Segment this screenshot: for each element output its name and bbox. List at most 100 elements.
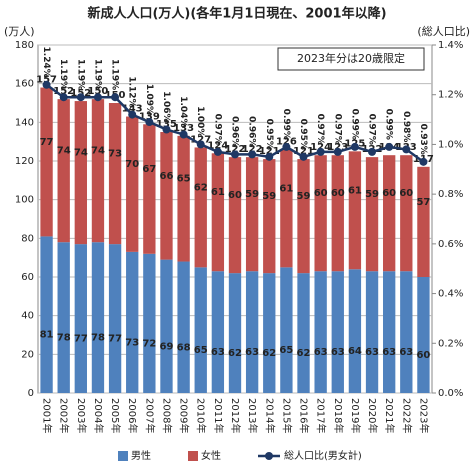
y-tick-label: 160 — [15, 79, 34, 90]
x-tick-label: 2022年 — [400, 398, 413, 433]
value-label: 81 — [40, 330, 54, 341]
bar-segment — [297, 273, 310, 393]
bar-segment — [228, 157, 242, 274]
y2-tick-label: 0.2% — [438, 338, 463, 349]
ratio-label: 0.99% — [349, 109, 359, 140]
value-label: 63 — [314, 347, 328, 358]
legend-label: 男性 — [131, 449, 151, 462]
ratio-point — [248, 150, 257, 159]
total-label: 150 — [88, 86, 109, 97]
ratio-point — [162, 125, 171, 134]
total-label: 123 — [327, 142, 348, 153]
value-label: 77 — [108, 334, 122, 345]
value-label: 62 — [228, 348, 242, 359]
value-label: 60 — [314, 188, 328, 199]
y-axis-title: (万人) — [4, 25, 35, 38]
ratio-label: 0.93% — [418, 124, 428, 155]
bar-segment — [194, 267, 207, 393]
ratio-point — [179, 130, 188, 139]
ratio-label: 1.06% — [161, 91, 171, 122]
value-label: 65 — [194, 345, 208, 356]
x-tick-label: 2013年 — [246, 398, 259, 433]
value-label: 59 — [262, 191, 276, 202]
value-label: 78 — [91, 333, 105, 344]
total-label: 126 — [276, 136, 297, 147]
total-label: 121 — [259, 146, 280, 157]
value-label: 60 — [382, 188, 396, 199]
annotation: 2023年分は20歳限定 — [297, 51, 405, 65]
x-tick-label: 2005年 — [109, 398, 122, 433]
ratio-label: 0.97% — [332, 114, 342, 145]
ratio-label: 1.19% — [75, 59, 85, 90]
ratio-point — [42, 80, 51, 89]
total-label: 127 — [190, 134, 211, 145]
total-label: 143 — [122, 104, 143, 115]
ratio-label: 0.98% — [401, 111, 411, 142]
x-tick-label: 2001年 — [41, 398, 54, 433]
value-label: 73 — [108, 149, 122, 160]
y2-tick-label: 1.0% — [438, 139, 463, 150]
bar-segment — [348, 269, 362, 393]
ratio-point — [350, 142, 359, 151]
x-tick-label: 2003年 — [75, 398, 88, 433]
bar-segment — [108, 103, 122, 245]
legend-swatch — [118, 451, 128, 461]
ratio-label: 0.96% — [230, 116, 240, 147]
bar-segment — [348, 151, 362, 270]
annotation-box — [277, 47, 425, 71]
x-tick-label: 2023年 — [417, 398, 430, 433]
x-tick-label: 2011年 — [212, 398, 225, 433]
bar-segment — [228, 273, 242, 393]
value-label: 60 — [399, 188, 413, 199]
x-tick-label: 2018年 — [332, 398, 345, 433]
ratio-point — [333, 147, 342, 156]
ratio-point — [145, 118, 154, 127]
value-label: 65 — [279, 345, 293, 356]
bar-segment — [143, 253, 156, 393]
value-label: 57 — [416, 197, 430, 208]
ratio-point — [93, 93, 102, 102]
value-label: 63 — [399, 347, 413, 358]
bar-segment — [383, 155, 396, 272]
value-label: 60 — [331, 188, 345, 199]
bar-segment — [143, 124, 156, 254]
bar-segment — [383, 271, 396, 393]
x-tick-label: 2020年 — [366, 398, 379, 433]
bar-segment — [40, 87, 53, 237]
value-label: 63 — [382, 347, 396, 358]
y-tick-label: 40 — [21, 311, 34, 322]
total-label: 152 — [53, 86, 74, 97]
value-label: 66 — [160, 171, 174, 182]
value-label: 77 — [40, 137, 54, 148]
bar-segment — [160, 132, 173, 260]
ratio-label: 1.00% — [195, 106, 205, 137]
value-label: 69 — [160, 341, 174, 352]
x-tick-label: 2002年 — [58, 398, 71, 433]
legend-swatch — [265, 452, 273, 460]
bar-segment — [365, 157, 379, 272]
value-label: 63 — [211, 347, 225, 358]
bar-segment — [280, 149, 293, 268]
value-label: 59 — [297, 191, 311, 202]
bar-segment — [91, 242, 105, 393]
value-label: 74 — [91, 146, 105, 157]
y-tick-label: 140 — [15, 117, 34, 128]
x-tick-label: 2006年 — [126, 398, 139, 433]
bar-segment — [365, 271, 379, 393]
bar-segment — [40, 236, 53, 393]
bar-segment — [245, 157, 259, 272]
y2-tick-label: 0.6% — [438, 239, 463, 250]
value-label: 65 — [177, 174, 191, 185]
bar-segment — [57, 242, 70, 393]
bar-segment — [74, 101, 87, 245]
value-label: 67 — [142, 164, 156, 175]
ratio-point — [59, 93, 68, 102]
ratio-point — [213, 147, 222, 156]
bar-segment — [126, 116, 139, 252]
ratio-label: 0.99% — [384, 109, 394, 140]
y-tick-label: 80 — [21, 233, 34, 244]
y-tick-label: 120 — [15, 156, 34, 167]
ratio-point — [299, 152, 308, 161]
total-label: 124 — [310, 142, 331, 153]
value-label: 61 — [279, 183, 293, 194]
